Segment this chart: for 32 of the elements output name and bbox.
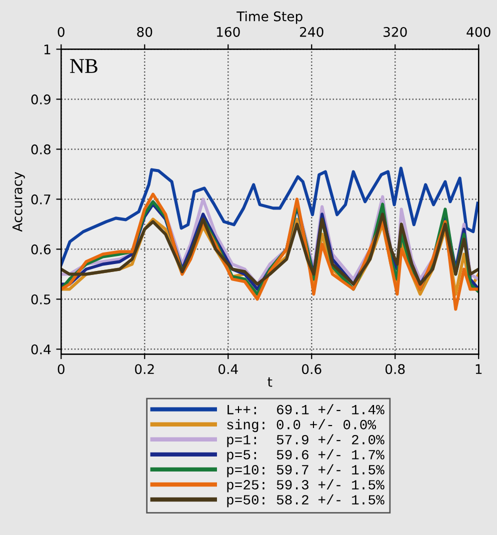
annotation: NB: [70, 59, 98, 73]
y-axis-title: Accuracy: [12, 172, 25, 232]
legend-label: p=5: 59.6 +/- 1.7%: [227, 449, 384, 462]
line-series: [61, 212, 479, 286]
y-tick-label: 0.4: [31, 344, 51, 354]
x-tick-label: 0: [58, 364, 64, 374]
x2-tick-label: 80: [137, 26, 152, 37]
x2-tick-label: 320: [384, 26, 407, 37]
y-tick-label: 1: [44, 44, 50, 54]
y-tick-label: 0.6: [31, 244, 51, 254]
x2-tick-label: 160: [216, 26, 240, 37]
legend-label: p=1: 57.9 +/- 2.0%: [227, 434, 384, 448]
x-tick-label: 1: [476, 364, 482, 374]
x2-tick-label: 0: [58, 26, 64, 37]
legend-label: p=50: 58.2 +/- 1.5%: [227, 494, 384, 508]
line-series: [61, 166, 479, 266]
y-tick-label: 0.8: [31, 144, 51, 154]
x-tick-label: 0.2: [135, 364, 154, 374]
x2-axis-title: Time Step: [236, 11, 302, 24]
legend-label: L++: 69.1 +/- 1.4%: [228, 404, 384, 414]
legend-label: p=10: 59.7 +/- 1.5%: [227, 464, 384, 478]
x-tick-label: 0.4: [218, 364, 238, 374]
legend-label: p=25: 59.3 +/- 1.5%: [227, 479, 384, 492]
y-tick-label: 0.5: [31, 294, 50, 304]
x-axis-title: t: [268, 377, 272, 387]
legend-label: sing: 0.0 +/- 0.0%: [227, 419, 376, 432]
x-tick-label: 0.6: [302, 364, 322, 374]
y-tick-label: 0.9: [31, 94, 50, 104]
x2-tick-label: 400: [466, 26, 490, 37]
y-tick-label: 0.7: [31, 194, 50, 204]
x-tick-label: 0.8: [385, 364, 405, 374]
x2-tick-label: 240: [300, 26, 324, 37]
